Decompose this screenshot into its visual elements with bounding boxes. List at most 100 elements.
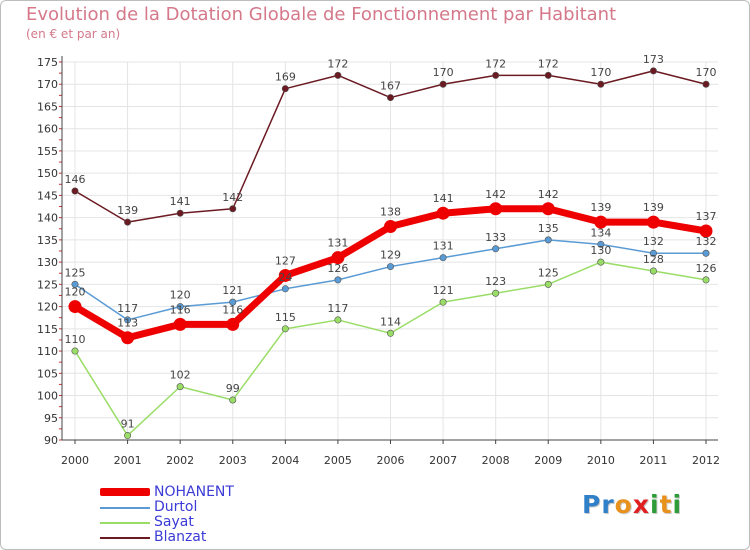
data-label-blanzat: 167 xyxy=(380,80,401,93)
y-tick-label: 110 xyxy=(37,345,58,358)
point-nohanent xyxy=(226,317,240,331)
point-nohanent xyxy=(541,202,555,216)
data-label-nohanent: 116 xyxy=(170,303,191,316)
point-nohanent xyxy=(121,331,135,345)
point-durtol xyxy=(176,303,184,311)
point-sayat xyxy=(649,267,657,275)
legend-item-sayat: Sayat xyxy=(100,514,400,531)
data-label-nohanent: 139 xyxy=(643,201,664,214)
data-label-nohanent: 127 xyxy=(275,254,296,267)
point-blanzat xyxy=(71,187,79,195)
y-tick-label: 175 xyxy=(37,56,58,69)
point-blanzat xyxy=(702,80,710,88)
x-tick-label: 2002 xyxy=(166,454,194,467)
data-label-sayat: 91 xyxy=(121,418,135,431)
x-tick-label: 2003 xyxy=(219,454,247,467)
brand-letter: o xyxy=(614,490,633,519)
point-sayat xyxy=(492,289,500,297)
data-label-sayat: 115 xyxy=(275,311,296,324)
data-label-sayat: 99 xyxy=(226,382,240,395)
point-sayat xyxy=(544,280,552,288)
x-tick-label: 2007 xyxy=(429,454,457,467)
data-label-blanzat: 146 xyxy=(65,173,86,186)
point-blanzat xyxy=(597,80,605,88)
point-blanzat xyxy=(281,85,289,93)
brand-letter: x xyxy=(632,490,650,519)
data-label-blanzat: 142 xyxy=(222,191,243,204)
point-durtol xyxy=(229,298,237,306)
data-label-durtol: 121 xyxy=(222,284,243,297)
data-label-sayat: 121 xyxy=(433,284,454,297)
point-nohanent xyxy=(436,206,450,220)
data-label-sayat: 117 xyxy=(327,302,348,315)
brand-letter: t xyxy=(659,490,673,519)
point-sayat xyxy=(702,276,710,284)
data-label-blanzat: 141 xyxy=(170,195,191,208)
y-tick-label: 95 xyxy=(44,412,58,425)
point-blanzat xyxy=(334,71,342,79)
y-tick-label: 130 xyxy=(37,256,58,269)
y-tick-label: 100 xyxy=(37,390,58,403)
data-label-durtol: 24 xyxy=(278,271,292,284)
y-tick-label: 105 xyxy=(37,367,58,380)
point-blanzat xyxy=(492,71,500,79)
point-nohanent xyxy=(331,251,345,265)
legend-item-durtol: Durtol xyxy=(100,499,400,516)
x-tick-label: 2008 xyxy=(482,454,510,467)
brand-letter: r xyxy=(601,490,615,519)
legend-swatch-nohanent xyxy=(100,488,150,496)
brand-letter: i xyxy=(672,490,683,519)
data-label-durtol: 125 xyxy=(65,266,86,279)
point-sayat xyxy=(281,325,289,333)
chart-title: Evolution de la Dotation Globale de Fonc… xyxy=(26,4,617,25)
data-label-nohanent: 141 xyxy=(433,192,454,205)
legend-item-nohanent: NOHANENT xyxy=(100,484,400,501)
point-nohanent xyxy=(594,215,608,229)
point-sayat xyxy=(386,329,394,337)
data-label-nohanent: 142 xyxy=(538,188,559,201)
x-tick-label: 2004 xyxy=(271,454,299,467)
data-label-nohanent: 120 xyxy=(65,286,86,299)
legend-label-nohanent: NOHANENT xyxy=(154,484,234,500)
legend-swatch-blanzat xyxy=(100,537,150,539)
data-label-durtol: 131 xyxy=(433,240,454,253)
x-tick-label: 2010 xyxy=(587,454,615,467)
point-nohanent xyxy=(646,215,660,229)
data-label-nohanent: 139 xyxy=(590,201,611,214)
y-tick-label: 120 xyxy=(37,301,58,314)
chart-subtitle: (en € et par an) xyxy=(26,27,121,41)
data-label-blanzat: 173 xyxy=(643,53,664,66)
data-label-blanzat: 172 xyxy=(327,57,348,70)
point-nohanent xyxy=(384,220,397,234)
y-tick-label: 170 xyxy=(37,78,58,91)
point-blanzat xyxy=(439,80,447,88)
data-label-blanzat: 172 xyxy=(538,57,559,70)
legend-swatch-durtol xyxy=(100,507,150,509)
data-label-nohanent: 116 xyxy=(222,303,243,316)
data-label-durtol: 117 xyxy=(117,302,138,315)
data-label-durtol: 134 xyxy=(590,226,611,239)
data-label-nohanent: 138 xyxy=(380,206,401,219)
data-label-sayat: 125 xyxy=(538,266,559,279)
point-durtol xyxy=(386,263,394,271)
data-label-nohanent: 131 xyxy=(327,237,348,250)
data-label-durtol: 135 xyxy=(538,222,559,235)
data-label-blanzat: 170 xyxy=(696,66,717,79)
data-label-sayat: 130 xyxy=(590,244,611,257)
data-label-sayat: 123 xyxy=(485,275,506,288)
data-label-sayat: 110 xyxy=(65,333,86,346)
point-durtol xyxy=(544,236,552,244)
brand-letter: P xyxy=(582,490,602,519)
series-layer xyxy=(68,67,713,440)
point-durtol xyxy=(439,254,447,262)
y-tick-label: 150 xyxy=(37,167,58,180)
legend-label-durtol: Durtol xyxy=(154,499,198,515)
point-sayat xyxy=(124,432,132,440)
axes: 90 95 100 105 110 115 120 125 130 135 140 145 150 155… xyxy=(37,56,720,467)
x-tick-label: 2006 xyxy=(377,454,405,467)
data-label-sayat: 126 xyxy=(696,262,717,275)
data-label-sayat: 102 xyxy=(170,369,191,382)
data-label-blanzat: 170 xyxy=(590,66,611,79)
data-label-blanzat: 170 xyxy=(433,66,454,79)
